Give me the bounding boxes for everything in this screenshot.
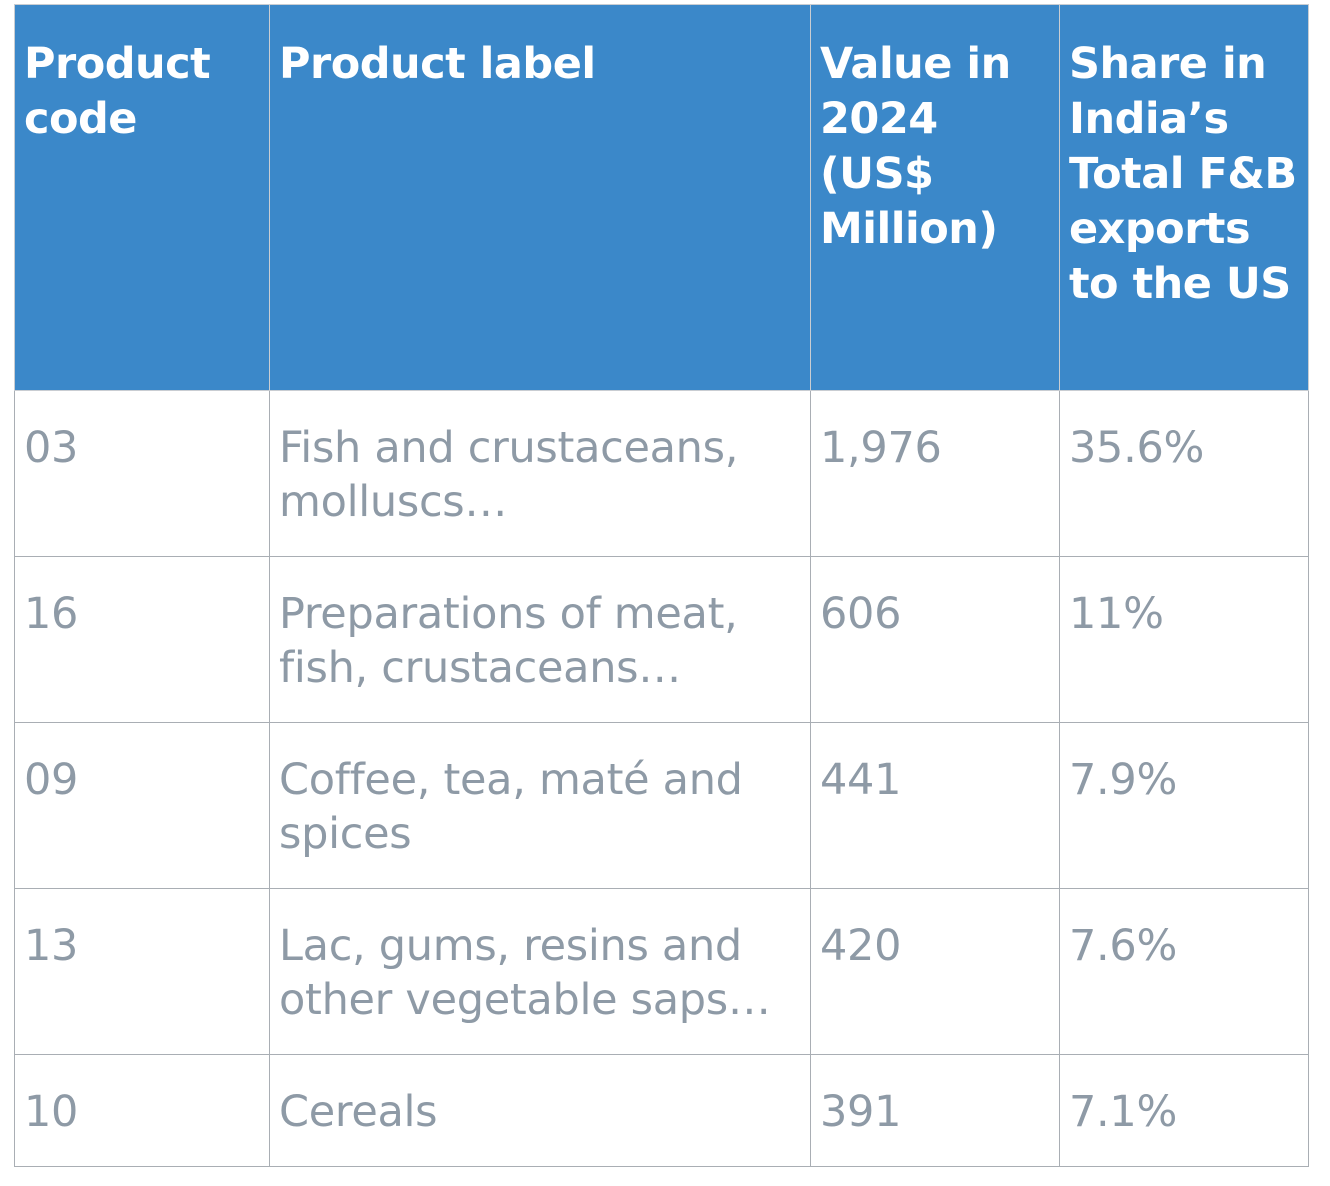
cell-product-code: 10 [14, 1054, 270, 1167]
table-body: 03 Fish and crustaceans, molluscs… 1,976… [14, 390, 1309, 1167]
cell-share: 11% [1059, 556, 1309, 723]
cell-product-label: Lac, gums, resins and other vegetable sa… [269, 888, 811, 1055]
cell-value: 420 [810, 888, 1060, 1055]
cell-value: 391 [810, 1054, 1060, 1167]
header-value-2024: Value in 2024 (US$ Million) [810, 4, 1060, 391]
cell-share: 7.1% [1059, 1054, 1309, 1167]
cell-share: 7.9% [1059, 722, 1309, 889]
cell-product-label: Cereals [269, 1054, 811, 1167]
header-product-label: Product label [269, 4, 811, 391]
cell-product-code: 16 [14, 556, 270, 723]
header-row: Product code Product label Value in 2024… [14, 4, 1309, 391]
table-row: 09 Coffee, tea, maté and spices 441 7.9% [14, 722, 1309, 889]
table-header: Product code Product label Value in 2024… [14, 4, 1309, 391]
table-row: 16 Preparations of meat, fish, crustacea… [14, 556, 1309, 723]
cell-product-code: 09 [14, 722, 270, 889]
cell-value: 1,976 [810, 390, 1060, 557]
exports-table: Product code Product label Value in 2024… [14, 4, 1309, 1167]
cell-value: 441 [810, 722, 1060, 889]
header-product-code: Product code [14, 4, 270, 391]
cell-product-label: Coffee, tea, maté and spices [269, 722, 811, 889]
cell-product-label: Fish and crustaceans, molluscs… [269, 390, 811, 557]
cell-product-label: Preparations of meat, fish, crustaceans… [269, 556, 811, 723]
table-row: 03 Fish and crustaceans, molluscs… 1,976… [14, 390, 1309, 557]
cell-share: 35.6% [1059, 390, 1309, 557]
cell-product-code: 13 [14, 888, 270, 1055]
cell-value: 606 [810, 556, 1060, 723]
header-share: Share in India’s Total F&B exports to th… [1059, 4, 1309, 391]
cell-share: 7.6% [1059, 888, 1309, 1055]
table-row: 13 Lac, gums, resins and other vegetable… [14, 888, 1309, 1055]
cell-product-code: 03 [14, 390, 270, 557]
table-row: 10 Cereals 391 7.1% [14, 1054, 1309, 1167]
